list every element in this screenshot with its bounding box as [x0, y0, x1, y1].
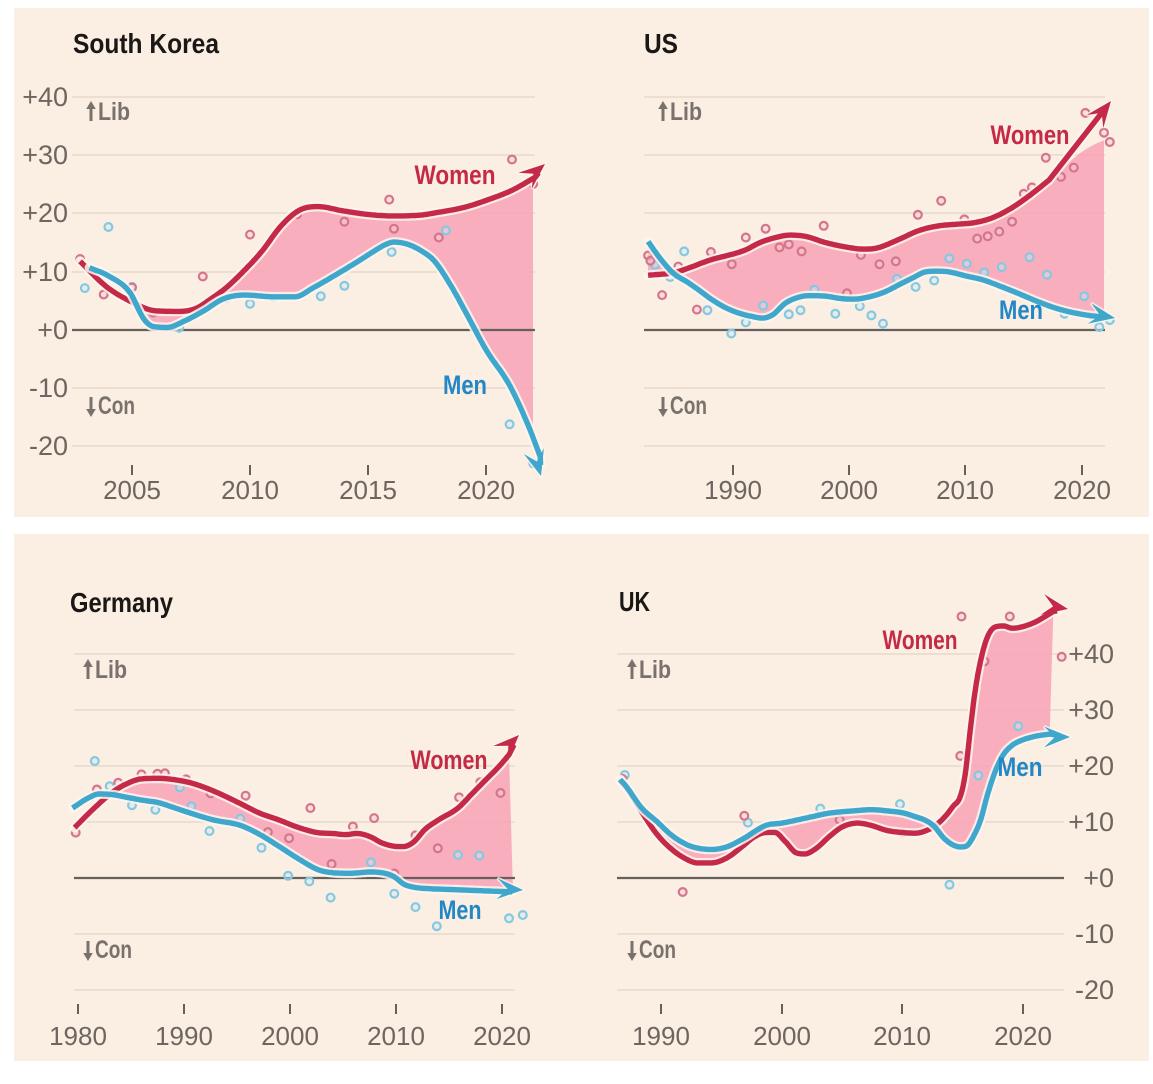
svg-text:Men: Men [998, 752, 1043, 782]
svg-text:2000: 2000 [261, 1021, 319, 1051]
svg-text:Men: Men [443, 370, 487, 400]
svg-text:Con: Con [670, 392, 707, 420]
svg-text:+30: +30 [22, 140, 68, 170]
svg-text:2010: 2010 [936, 475, 994, 505]
svg-text:2010: 2010 [873, 1021, 931, 1051]
svg-text:-20: -20 [29, 431, 68, 461]
svg-text:-20: -20 [1075, 975, 1114, 1005]
svg-text:1990: 1990 [632, 1021, 690, 1051]
svg-text:-10: -10 [1075, 919, 1114, 949]
svg-text:+40: +40 [22, 82, 68, 112]
svg-text:+30: +30 [1068, 695, 1114, 725]
svg-text:Lib: Lib [639, 656, 671, 684]
svg-text:Men: Men [999, 295, 1043, 325]
svg-text:Germany: Germany [70, 587, 173, 618]
svg-text:Con: Con [98, 392, 135, 420]
svg-text:Lib: Lib [670, 98, 702, 126]
svg-text:Lib: Lib [95, 656, 127, 684]
svg-text:+0: +0 [37, 315, 68, 345]
svg-text:-10: -10 [29, 373, 68, 403]
svg-text:2020: 2020 [457, 475, 515, 505]
svg-text:US: US [644, 28, 678, 59]
svg-text:2000: 2000 [753, 1021, 811, 1051]
svg-text:2010: 2010 [367, 1021, 425, 1051]
svg-text:Lib: Lib [98, 98, 130, 126]
svg-text:2010: 2010 [221, 475, 279, 505]
svg-text:+10: +10 [22, 257, 68, 287]
svg-text:Women: Women [411, 745, 488, 775]
svg-text:2000: 2000 [820, 475, 878, 505]
svg-text:2005: 2005 [103, 475, 161, 505]
svg-text:2020: 2020 [994, 1021, 1052, 1051]
svg-text:Con: Con [95, 936, 132, 964]
svg-text:Men: Men [439, 895, 482, 925]
svg-text:2020: 2020 [473, 1021, 531, 1051]
svg-text:+0: +0 [1083, 863, 1114, 893]
svg-text:+20: +20 [1068, 751, 1114, 781]
svg-text:Con: Con [639, 936, 676, 964]
svg-text:2015: 2015 [339, 475, 397, 505]
svg-text:Women: Women [991, 120, 1070, 150]
svg-text:UK: UK [619, 586, 650, 617]
svg-text:Women: Women [415, 160, 496, 190]
svg-text:1980: 1980 [49, 1021, 107, 1051]
svg-text:2020: 2020 [1053, 475, 1111, 505]
svg-text:+20: +20 [22, 198, 68, 228]
svg-text:+10: +10 [1068, 807, 1114, 837]
svg-text:South Korea: South Korea [73, 28, 219, 59]
svg-text:Women: Women [883, 625, 958, 655]
svg-text:1990: 1990 [155, 1021, 213, 1051]
svg-text:1990: 1990 [704, 475, 762, 505]
svg-text:+40: +40 [1068, 639, 1114, 669]
